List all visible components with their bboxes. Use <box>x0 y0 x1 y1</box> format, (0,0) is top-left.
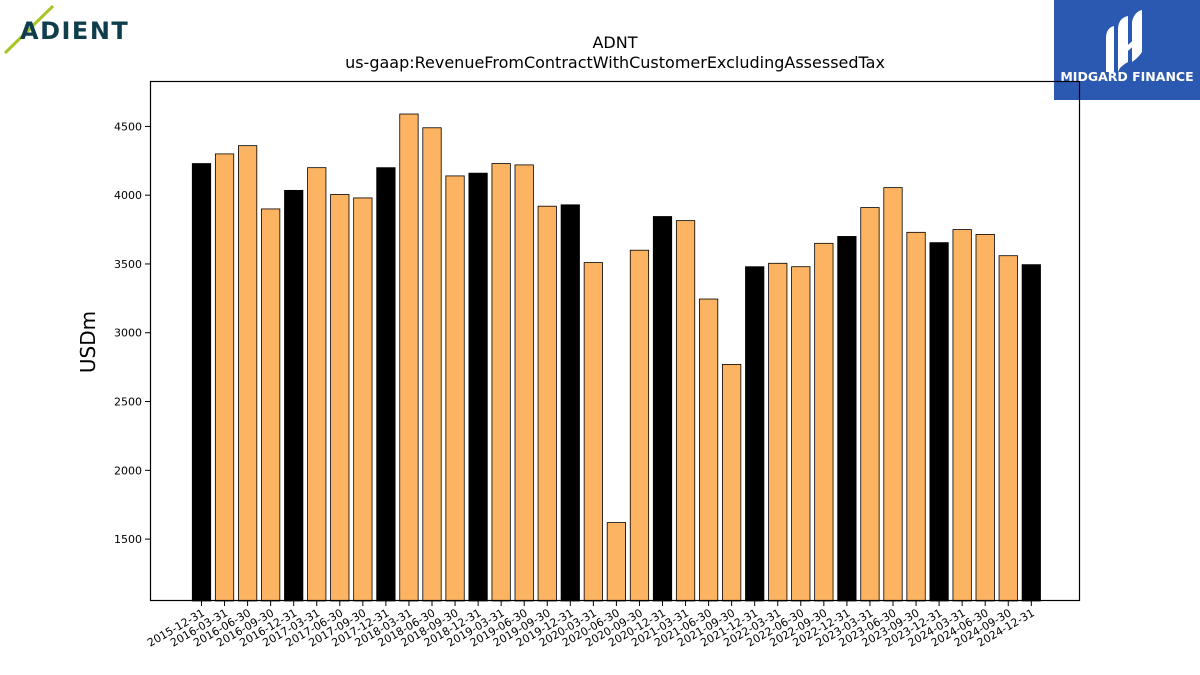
midgard-m-icon <box>1106 10 1142 72</box>
y-tick-label: 2500 <box>114 396 142 409</box>
bar-2024-09-30 <box>998 255 1018 602</box>
y-tick-label: 3000 <box>114 327 142 340</box>
y-tick-label: 4000 <box>114 189 142 202</box>
bar-2023-09-30 <box>906 231 926 602</box>
y-axis-label: USDm <box>76 311 100 373</box>
bar-2017-06-30 <box>330 194 350 602</box>
bar-2016-06-30 <box>237 145 258 602</box>
chart-subtitle: us-gaap:RevenueFromContractWithCustomerE… <box>345 53 885 72</box>
bar-2023-06-30 <box>883 187 903 602</box>
bar-2017-12-31 <box>376 167 396 602</box>
y-axis-ticks: 1500 2000 2500 3000 3500 4000 4500 <box>114 120 150 546</box>
bar-2023-03-31 <box>860 207 880 602</box>
adient-logo-graphic: ADIENT <box>3 4 129 55</box>
bar-2018-03-31 <box>399 113 419 602</box>
adient-logo: ADIENT <box>0 0 140 60</box>
bar-2016-09-30 <box>261 208 281 602</box>
y-tick-label: 1500 <box>114 533 142 546</box>
bar-2019-03-31 <box>491 163 511 602</box>
bar-2020-06-30 <box>606 522 627 602</box>
y-tick-label: 3500 <box>114 258 142 271</box>
bar-2022-12-31 <box>837 236 857 602</box>
bar-2020-09-30 <box>629 249 650 602</box>
x-axis-ticks: 2015-12-312016-03-312016-06-302016-09-30… <box>145 601 1037 650</box>
bar-2024-06-30 <box>975 233 995 602</box>
bar-2019-06-30 <box>514 164 534 602</box>
bar-2024-12-31 <box>1021 264 1041 602</box>
bar-2023-12-31 <box>929 242 949 602</box>
bar-2017-09-30 <box>353 197 373 602</box>
bar-2016-03-31 <box>214 153 235 602</box>
y-tick-label: 4500 <box>114 120 142 133</box>
midgard-finance-logo: MIDGARD FINANCE <box>1054 0 1200 100</box>
bar-2016-12-31 <box>284 189 304 602</box>
bar-2021-03-31 <box>675 220 696 602</box>
bar-2020-03-31 <box>583 262 603 602</box>
bar-2022-09-30 <box>814 242 834 602</box>
plot-frame <box>149 80 1081 602</box>
chart-title: ADNT <box>592 33 637 52</box>
midgard-logo-graphic: MIDGARD FINANCE <box>1054 0 1200 100</box>
bar-2015-12-31 <box>191 163 212 602</box>
bar-2022-03-31 <box>768 262 788 602</box>
logo-slash-icon <box>3 4 55 55</box>
adient-logo-text: ADIENT <box>20 17 129 45</box>
bar-series <box>191 113 1041 602</box>
bar-2021-06-30 <box>699 298 719 602</box>
bar-2017-03-31 <box>307 167 327 602</box>
bar-2018-12-31 <box>468 172 488 602</box>
midgard-logo-text: MIDGARD FINANCE <box>1060 69 1193 84</box>
bar-2020-12-31 <box>652 216 673 602</box>
bar-2024-03-31 <box>952 229 972 602</box>
bar-2018-06-30 <box>422 127 442 602</box>
bar-2019-09-30 <box>537 205 557 602</box>
y-tick-label: 2000 <box>114 464 142 477</box>
bar-2019-12-31 <box>560 204 580 602</box>
bar-2022-06-30 <box>791 266 811 602</box>
bar-2021-09-30 <box>722 363 742 602</box>
bar-2018-09-30 <box>445 175 465 602</box>
bar-2021-12-31 <box>745 266 765 602</box>
